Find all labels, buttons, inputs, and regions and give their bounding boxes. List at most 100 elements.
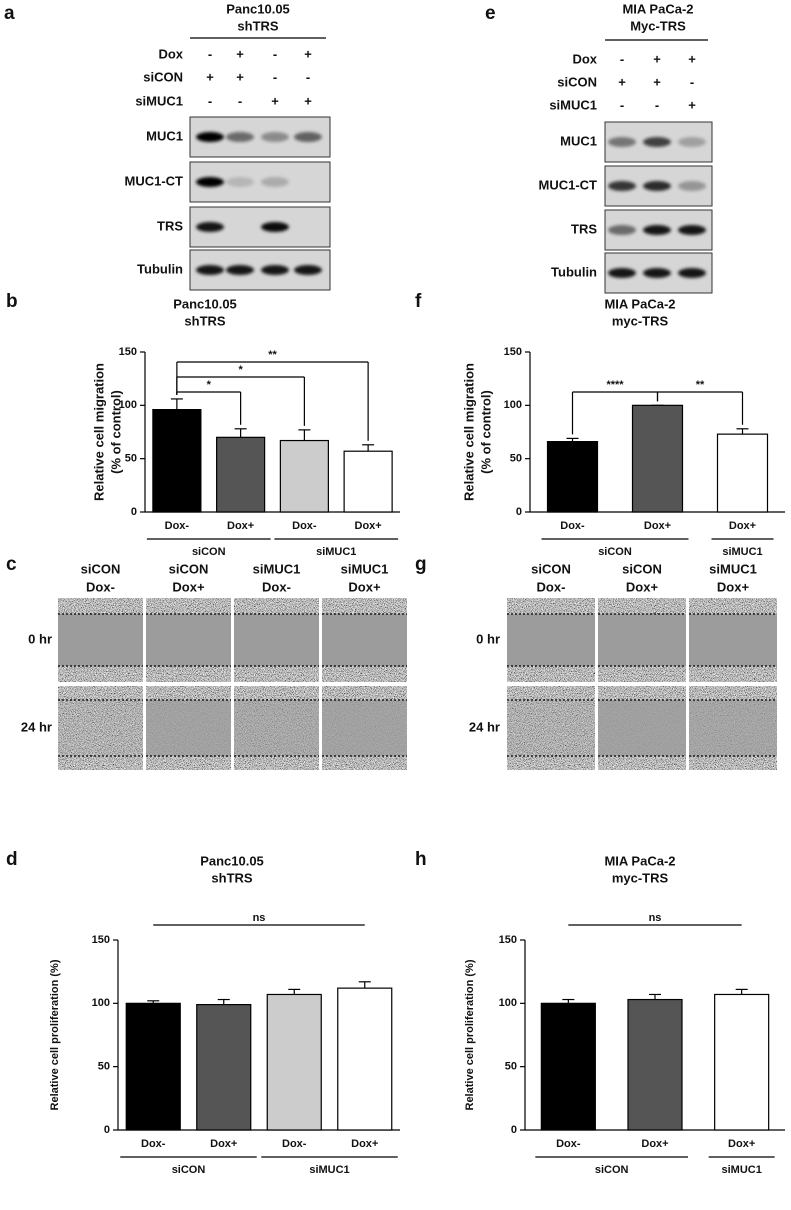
- column-label: Dox-: [262, 579, 291, 594]
- y-tick-label: 100: [504, 399, 522, 411]
- column-label: siCON: [622, 561, 662, 576]
- condition-sign: +: [271, 93, 279, 108]
- scratch-gap: [322, 700, 407, 756]
- x-tick-label: Dox-: [165, 520, 190, 532]
- panel-letter: d: [6, 849, 18, 870]
- panel-letter: a: [4, 3, 15, 24]
- condition-label: Dox: [158, 46, 183, 61]
- blot-title: Panc10.05: [226, 1, 290, 16]
- scratch-gap: [146, 700, 231, 756]
- blot-band: [608, 181, 636, 191]
- column-label: Dox+: [626, 579, 659, 594]
- condition-sign: -: [620, 97, 624, 112]
- x-tick-label: Dox-: [556, 1138, 581, 1150]
- condition-sign: +: [688, 97, 696, 112]
- blot-row-label: MUC1-CT: [539, 177, 598, 192]
- blot-band: [261, 177, 289, 187]
- bar: [125, 1002, 181, 1131]
- condition-sign: -: [690, 74, 694, 89]
- x-tick-label: Dox+: [641, 1138, 668, 1150]
- significance: *: [238, 364, 243, 376]
- column-label: siMUC1: [253, 561, 301, 576]
- y-tick-label: 50: [510, 453, 522, 465]
- column-label: siCON: [169, 561, 209, 576]
- y-tick-label: 150: [92, 934, 110, 946]
- x-tick-label: Dox-: [560, 520, 585, 532]
- condition-sign: +: [236, 69, 244, 84]
- condition-sign: +: [618, 74, 626, 89]
- condition-label: siCON: [557, 74, 597, 89]
- significance: ns: [649, 912, 662, 924]
- significance: **: [696, 379, 705, 391]
- x-tick-label: Dox-: [292, 520, 317, 532]
- blot-row-label: Tubulin: [551, 264, 597, 279]
- scratch-gap: [146, 614, 231, 666]
- panel-letter: b: [6, 291, 18, 312]
- y-tick-label: 150: [119, 346, 137, 358]
- x-tick-label: Dox+: [355, 520, 382, 532]
- y-tick-label: 50: [505, 1061, 517, 1073]
- condition-sign: +: [653, 51, 661, 66]
- row-label: 0 hr: [28, 631, 52, 646]
- blot-band: [196, 132, 224, 142]
- group-label: siMUC1: [316, 546, 356, 558]
- y-tick-label: 50: [98, 1061, 110, 1073]
- bar: [631, 404, 684, 513]
- condition-sign: -: [273, 69, 277, 84]
- group-label: siMUC1: [309, 1164, 349, 1176]
- blot-band: [261, 265, 289, 275]
- condition-label: siMUC1: [549, 97, 597, 112]
- y-tick-label: 0: [104, 1124, 110, 1136]
- blot-row-label: Tubulin: [137, 261, 183, 276]
- bar: [716, 433, 769, 513]
- condition-label: Dox: [572, 51, 597, 66]
- column-label: siMUC1: [709, 561, 757, 576]
- condition-sign: -: [208, 93, 212, 108]
- y-tick-label: 150: [499, 934, 517, 946]
- y-tick-label: 100: [92, 997, 110, 1009]
- scratch-gap: [507, 700, 595, 756]
- bar: [714, 993, 770, 1131]
- scratch-gap: [689, 614, 777, 666]
- scratch-gap: [598, 700, 686, 756]
- group-label: siMUC1: [722, 546, 762, 558]
- bar: [266, 993, 322, 1131]
- bar: [216, 436, 266, 513]
- blot-band: [196, 265, 224, 275]
- blot-title: MIA PaCa-2: [622, 1, 693, 16]
- significance: **: [268, 349, 277, 361]
- blot-band: [608, 225, 636, 235]
- blot-band: [678, 225, 706, 235]
- column-label: siCON: [531, 561, 571, 576]
- bar: [627, 998, 683, 1131]
- x-tick-label: Dox-: [141, 1138, 166, 1150]
- blot-band: [678, 137, 706, 147]
- blot-band: [643, 268, 671, 278]
- significance: ns: [253, 912, 266, 924]
- column-label: siCON: [81, 561, 121, 576]
- bar: [279, 439, 329, 513]
- condition-sign: +: [653, 74, 661, 89]
- condition-sign: -: [306, 69, 310, 84]
- blot-title: shTRS: [237, 18, 279, 33]
- blot-band: [678, 181, 706, 191]
- chart-title: MIA PaCa-2: [604, 853, 675, 868]
- condition-sign: -: [208, 46, 212, 61]
- y-tick-label: 100: [119, 399, 137, 411]
- blot-title: Myc-TRS: [630, 18, 686, 33]
- chart-title: myc-TRS: [612, 313, 669, 328]
- blot-row-label: MUC1: [146, 128, 183, 143]
- column-label: Dox-: [537, 579, 566, 594]
- bar: [343, 450, 393, 513]
- condition-label: siCON: [143, 69, 183, 84]
- significance: *: [207, 379, 212, 391]
- column-label: Dox+: [172, 579, 205, 594]
- chart-title: MIA PaCa-2: [604, 296, 675, 311]
- panel-letter: e: [485, 3, 496, 24]
- y-axis-label: (% of control): [108, 390, 123, 474]
- bar: [337, 987, 393, 1131]
- y-tick-label: 50: [125, 453, 137, 465]
- y-tick-label: 0: [511, 1124, 517, 1136]
- row-label: 0 hr: [476, 631, 500, 646]
